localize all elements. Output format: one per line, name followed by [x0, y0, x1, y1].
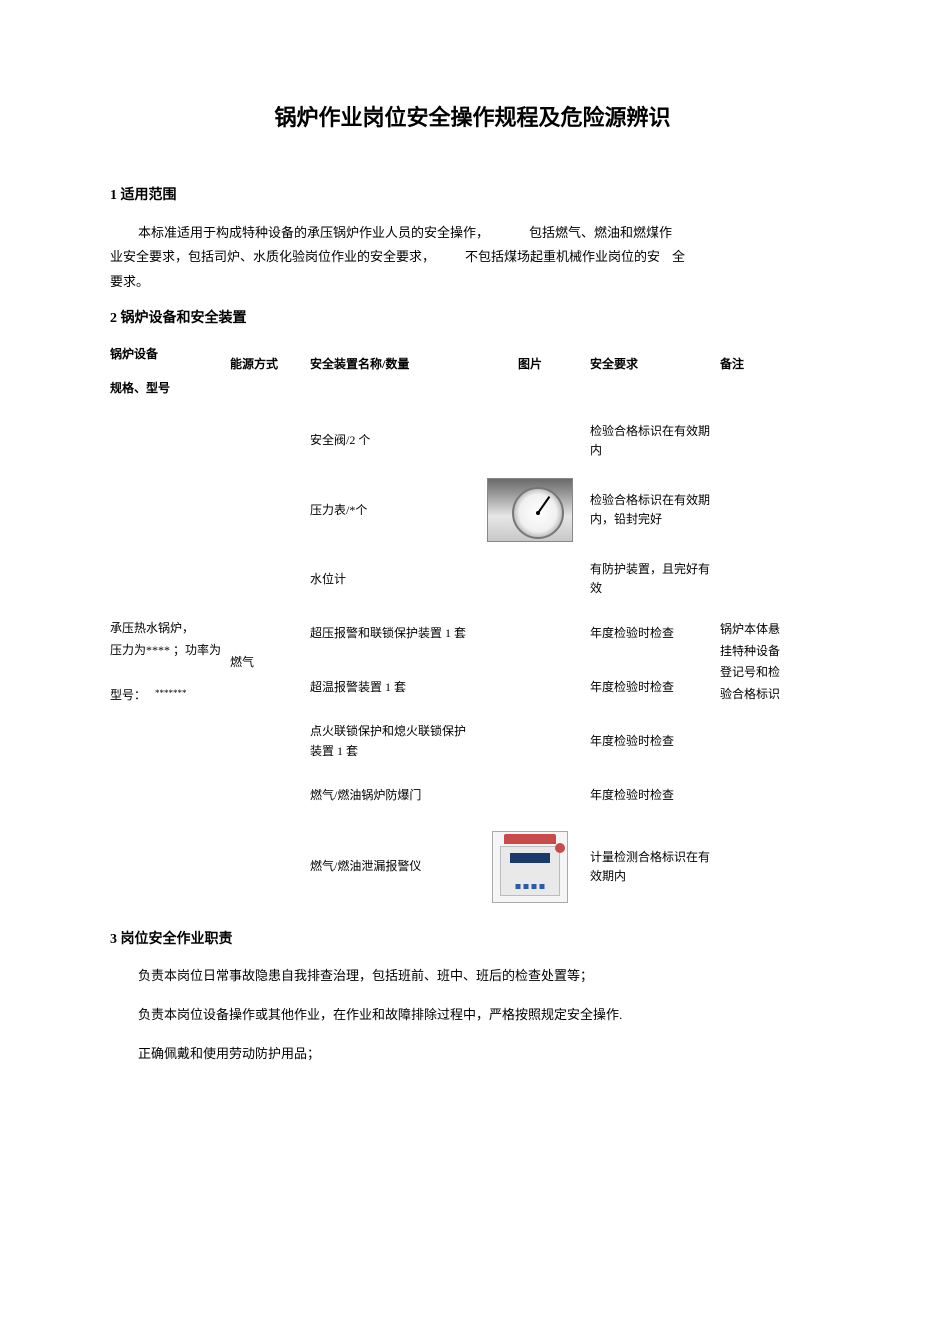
th-req: 安全要求 — [590, 345, 720, 374]
table-row: 燃气/燃油锅炉防爆门 年度检验时检查 — [310, 769, 720, 823]
device-cell: 水位计 — [310, 570, 470, 589]
table-row: 点火联锁保护和熄火联锁保护装置 1 套 年度检验时检查 — [310, 714, 720, 768]
requirement-cell: 计量检测合格标识在有效期内 — [590, 848, 720, 886]
requirement-cell: 年度检验时检查 — [590, 624, 720, 643]
device-cell: 燃气/燃油锅炉防爆门 — [310, 786, 470, 805]
s1-line1a: 本标准适用于构成特种设备的承压锅炉作业人员的安全操作， — [138, 223, 489, 244]
pressure-gauge-icon — [487, 478, 573, 542]
requirement-cell: 年度检验时检查 — [590, 786, 720, 805]
th-spec-l2: 规格、型号 — [110, 379, 230, 398]
table-row: 压力表/*个 检验合格标识在有效期内，铅封完好 — [310, 468, 720, 552]
note-cell: 锅炉本体悬挂特种设备登记号和检验合格标识 — [720, 619, 790, 705]
device-cell: 压力表/*个 — [310, 501, 470, 520]
table-row: 水位计 有防护装置，且完好有效 — [310, 552, 720, 606]
requirement-cell: 检验合格标识在有效期内，铅封完好 — [590, 491, 720, 529]
device-cell: 超温报警装置 1 套 — [310, 678, 470, 697]
requirement-cell: 年度检验时检查 — [590, 732, 720, 751]
requirement-cell: 有防护装置，且完好有效 — [590, 560, 720, 598]
device-cell: 燃气/燃油泄漏报警仪 — [310, 857, 470, 876]
th-image: 图片 — [470, 345, 590, 374]
image-cell — [470, 831, 590, 903]
responsibility-item: 负责本岗位日常事故隐患自我排查治理，包括班前、班中、班后的检查处置等； — [110, 966, 835, 987]
th-note: 备注 — [720, 345, 790, 374]
spec-l3-val: ******* — [155, 688, 187, 698]
spec-l2: 压力为**** ；功率为 — [110, 640, 221, 662]
table-row: 超压报警和联锁保护装置 1 套 年度检验时检查 — [310, 606, 720, 660]
responsibility-item: 负责本岗位设备操作或其他作业，在作业和故障排除过程中，严格按照规定安全操作. — [110, 1005, 835, 1026]
requirement-cell: 检验合格标识在有效期内 — [590, 422, 720, 460]
s1-line2a: 业安全要求，包括司炉、水质化验岗位作业的安全要求， — [110, 247, 435, 268]
image-cell — [470, 478, 590, 542]
page-title: 锅炉作业岗位安全操作规程及危险源辨识 — [110, 100, 835, 135]
th-device: 安全装置名称/数量 — [310, 345, 470, 374]
s1-line3: 要求。 — [110, 272, 149, 293]
section1-heading: 1 适用范围 — [110, 185, 835, 207]
requirement-cell: 年度检验时检查 — [590, 678, 720, 697]
s1-line2c: 全 — [672, 247, 685, 268]
energy-cell: 燃气 — [230, 653, 254, 672]
spec-l1: 承压热水锅炉， — [110, 618, 221, 640]
th-energy: 能源方式 — [230, 345, 310, 374]
table-row: 超温报警装置 1 套 年度检验时检查 — [310, 660, 720, 714]
spec-l3-label: 型号： — [110, 688, 146, 702]
s1-line1b: 包括燃气、燃油和燃煤作 — [529, 223, 672, 244]
table-header-row: 锅炉设备 规格、型号 能源方式 安全装置名称/数量 图片 安全要求 备注 — [110, 345, 835, 397]
responsibility-item: 正确佩戴和使用劳动防护用品； — [110, 1044, 835, 1065]
table-row: 燃气/燃油泄漏报警仪 计量检测合格标识在有效期内 — [310, 823, 720, 911]
section1-body: 本标准适用于构成特种设备的承压锅炉作业人员的安全操作， 包括燃气、燃油和燃煤作 … — [110, 223, 835, 293]
section2-heading: 2 锅炉设备和安全装置 — [110, 308, 835, 330]
th-spec-l1: 锅炉设备 — [110, 345, 230, 364]
equipment-table: 锅炉设备 规格、型号 能源方式 安全装置名称/数量 图片 安全要求 备注 承压热… — [110, 345, 835, 911]
spec-cell: 承压热水锅炉， 压力为**** ；功率为 型号： ******* — [110, 618, 221, 707]
s1-line2b: 不包括煤场起重机械作业岗位的安 — [465, 247, 660, 268]
device-cell: 点火联锁保护和熄火联锁保护装置 1 套 — [310, 722, 470, 760]
device-cell: 安全阀/2 个 — [310, 431, 470, 450]
device-cell: 超压报警和联锁保护装置 1 套 — [310, 624, 470, 643]
section3-heading: 3 岗位安全作业职责 — [110, 929, 835, 951]
table-row: 安全阀/2 个 检验合格标识在有效期内 — [310, 414, 720, 468]
leak-alarm-icon — [492, 831, 568, 903]
